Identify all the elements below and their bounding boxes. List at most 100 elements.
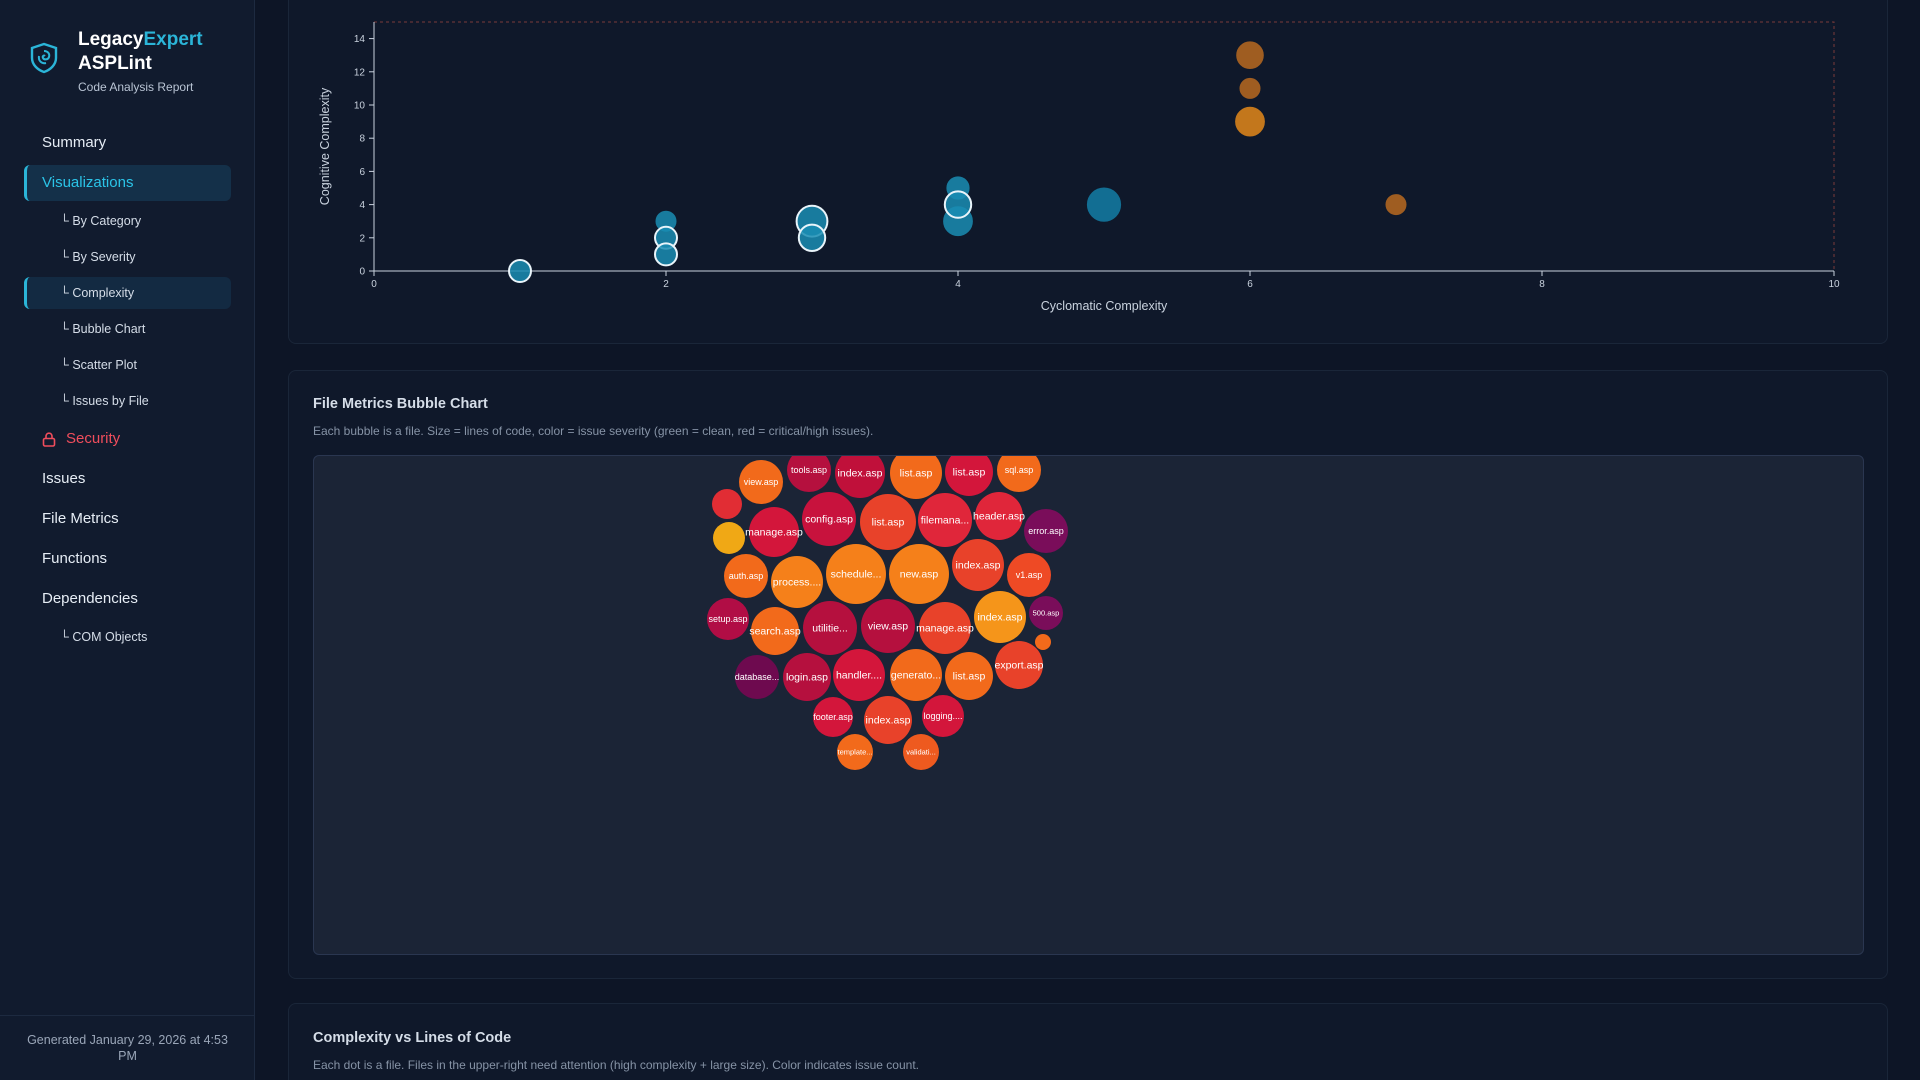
bubble-label: header.asp bbox=[973, 511, 1025, 523]
file-bubble: manage.asp bbox=[916, 602, 974, 654]
bubble-circle bbox=[751, 607, 799, 655]
bubble-circle bbox=[1007, 553, 1051, 597]
y-tick-label: 6 bbox=[359, 167, 365, 178]
scatter-point bbox=[1234, 105, 1266, 138]
bubble-circle bbox=[995, 641, 1043, 689]
file-bubble: index.asp bbox=[835, 448, 885, 498]
nav-com-objects[interactable]: └ COM Objects bbox=[60, 630, 148, 644]
nav-security[interactable]: Security bbox=[24, 421, 231, 457]
bubble-label: manage.asp bbox=[916, 623, 974, 635]
x-tick-label: 0 bbox=[371, 279, 377, 290]
brand-name: LegacyExpert bbox=[78, 29, 203, 50]
loc-panel-description: Each dot is a file. Files in the upper-r… bbox=[313, 1058, 919, 1072]
nav-by-severity[interactable]: └ By Severity bbox=[60, 250, 136, 264]
x-tick-label: 2 bbox=[663, 279, 669, 290]
nav-bubble-chart[interactable]: └ Bubble Chart bbox=[60, 322, 146, 336]
file-bubble: database... bbox=[735, 655, 779, 699]
file-bubble: logging.... bbox=[922, 695, 964, 737]
bubble-label: footer.asp bbox=[813, 712, 853, 722]
scatter-point bbox=[1238, 76, 1262, 100]
bubble-label: config.asp bbox=[805, 514, 853, 526]
bubble-circle bbox=[861, 599, 915, 653]
file-metrics-bubble-chart: constant...default....default....index.a… bbox=[707, 378, 1068, 770]
y-axis-label: Cognitive Complexity bbox=[318, 87, 332, 205]
bubble-circle bbox=[835, 448, 885, 498]
plot-border bbox=[373, 21, 1835, 272]
nav-functions[interactable]: Functions bbox=[42, 550, 108, 567]
bubble-label: schedule... bbox=[831, 569, 882, 581]
file-bubble: sql.asp bbox=[997, 448, 1041, 492]
bubble-label: setup.asp bbox=[708, 614, 747, 624]
nav-by-category[interactable]: └ By Category bbox=[60, 214, 142, 228]
bubble-circle bbox=[837, 734, 873, 770]
bubble-circle bbox=[735, 655, 779, 699]
bubble-circle bbox=[803, 601, 857, 655]
file-bubble: list.asp bbox=[860, 494, 916, 550]
file-bubble bbox=[713, 522, 745, 554]
file-bubble: list.asp bbox=[945, 448, 993, 496]
bubble-circle bbox=[1035, 634, 1051, 650]
nav-file-metrics[interactable]: File Metrics bbox=[42, 510, 119, 527]
bubble-circle bbox=[890, 649, 942, 701]
bubble-circle bbox=[919, 602, 971, 654]
bubble-circle bbox=[1024, 509, 1068, 553]
bubble-label: sql.asp bbox=[1005, 465, 1034, 475]
bubble-label: manage.asp bbox=[745, 527, 803, 539]
file-bubble: index.asp bbox=[864, 696, 912, 744]
file-bubble: manage.asp bbox=[745, 507, 803, 557]
complexity-scatter-chart: 0 2 4 6 8 10 0 2 4 6 8 10 12 14 Cyclomatic Complexity C… bbox=[318, 21, 1840, 313]
bubble-circle bbox=[918, 493, 972, 547]
bubble-circle bbox=[802, 492, 856, 546]
bubble-label: new.asp bbox=[900, 569, 939, 581]
file-bubble: validati... bbox=[903, 734, 939, 770]
bubble-circle bbox=[783, 653, 831, 701]
nav-complexity[interactable]: └ Complexity bbox=[24, 277, 231, 309]
bubble-label: error.asp bbox=[1028, 526, 1064, 536]
bubble-label: index.asp bbox=[956, 560, 1001, 572]
file-bubble: export.asp bbox=[994, 641, 1044, 689]
nav-visualizations[interactable]: Visualizations bbox=[24, 165, 231, 201]
file-bubble: search.asp bbox=[749, 607, 801, 655]
bubble-circle bbox=[889, 544, 949, 604]
bubble-label: utilitie... bbox=[812, 623, 848, 635]
nav-scatter-plot[interactable]: └ Scatter Plot bbox=[60, 358, 137, 372]
x-axis-label: Cyclomatic Complexity bbox=[1041, 299, 1168, 313]
y-tick-label: 10 bbox=[354, 101, 366, 112]
file-bubble: config.asp bbox=[802, 492, 856, 546]
bubble-label: auth.asp bbox=[729, 571, 764, 581]
x-tick-label: 10 bbox=[1828, 279, 1840, 290]
bubble-circle bbox=[903, 734, 939, 770]
y-tick-label: 14 bbox=[354, 34, 366, 45]
scatter-point bbox=[654, 242, 678, 267]
bubble-circle bbox=[952, 539, 1004, 591]
file-bubble bbox=[1035, 634, 1051, 650]
bubble-circle bbox=[975, 492, 1023, 540]
file-bubble: login.asp bbox=[783, 653, 831, 701]
file-bubble: 500.asp bbox=[1029, 596, 1063, 630]
bubble-label: index.asp bbox=[978, 612, 1023, 624]
nav-issues[interactable]: Issues bbox=[42, 470, 86, 487]
nav-issues-by-file[interactable]: └ Issues by File bbox=[60, 394, 149, 408]
bubble-label: list.asp bbox=[900, 468, 933, 480]
bubble-label: list.asp bbox=[872, 517, 905, 529]
scatter-point bbox=[797, 223, 827, 253]
bubble-panel-description: Each bubble is a file. Size = lines of c… bbox=[313, 424, 874, 438]
file-bubble: view.asp bbox=[861, 599, 915, 653]
file-bubble: setup.asp bbox=[707, 598, 749, 640]
bubble-circle bbox=[712, 489, 742, 519]
shield-swirl-icon bbox=[30, 42, 58, 74]
bubble-label: search.asp bbox=[749, 626, 801, 638]
x-tick-label: 4 bbox=[955, 279, 961, 290]
file-bubble: new.asp bbox=[889, 544, 949, 604]
scatter-point bbox=[1384, 193, 1408, 217]
bubble-label: view.asp bbox=[868, 621, 908, 633]
bubble-label: tools.asp bbox=[791, 465, 827, 475]
file-bubble: filemana... bbox=[918, 493, 972, 547]
bubble-circle bbox=[974, 591, 1026, 643]
bubble-circle bbox=[945, 448, 993, 496]
nav-summary[interactable]: Summary bbox=[42, 134, 107, 151]
file-bubble: list.asp bbox=[945, 652, 993, 700]
x-tick-label: 6 bbox=[1247, 279, 1253, 290]
y-tick-label: 12 bbox=[354, 67, 366, 78]
nav-dependencies[interactable]: Dependencies bbox=[42, 590, 138, 607]
